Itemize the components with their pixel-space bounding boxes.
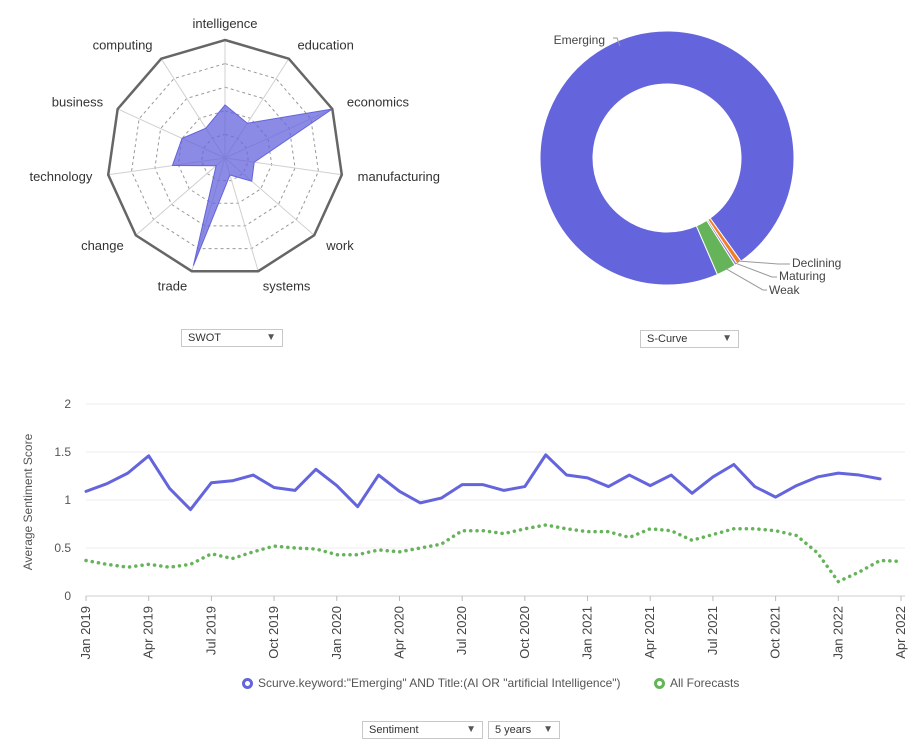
donut-slice-weak[interactable] — [695, 219, 736, 276]
radar-axis-label: business — [52, 94, 104, 109]
donut-label-connector — [613, 37, 621, 47]
y-tick-label: 1 — [64, 493, 71, 507]
x-tick-label: Jul 2020 — [454, 606, 469, 655]
x-tick-label: Jan 2020 — [329, 606, 344, 660]
legend-series-1[interactable]: Scurve.keyword:"Emerging" AND Title:(AI … — [242, 676, 621, 690]
radar-axis-label: work — [325, 238, 354, 253]
donut-label-connector — [734, 262, 777, 278]
x-tick-label: Jul 2019 — [203, 606, 218, 655]
radar-axis-label: education — [297, 37, 353, 52]
x-axis-ticks: Jan 2019 Apr 2019 Jul 2019 Oct 2019 Jan 2020… — [78, 596, 908, 660]
x-tick-label: Apr 2020 — [391, 606, 406, 659]
radar-axis-label: trade — [158, 279, 188, 294]
line-chart: 0 0.5 1 1.5 2 Average Sentiment Score Jan 20… — [21, 397, 908, 660]
radar-spoke — [135, 157, 226, 236]
donut-type-select[interactable]: S-Curve ▼ — [640, 330, 739, 348]
line-series — [84, 453, 903, 584]
radar-axis-label: change — [81, 238, 124, 253]
donut-label-connector — [725, 268, 767, 291]
donut-label-maturing: Maturing — [779, 269, 826, 283]
line-grid: 0 0.5 1 1.5 2 — [54, 397, 905, 603]
legend-series-2-label: All Forecasts — [670, 676, 740, 690]
radar-outer-ring — [106, 38, 344, 273]
chevron-down-icon: ▼ — [266, 332, 276, 343]
radar-axis-label: systems — [263, 279, 311, 294]
metric-select[interactable]: Sentiment ▼ — [362, 721, 483, 739]
x-tick-label: Apr 2021 — [642, 606, 657, 659]
range-select-value: 5 years — [495, 724, 532, 736]
donut-slice-emerging[interactable] — [539, 30, 795, 286]
radar-grid-ring — [131, 63, 319, 250]
x-tick-label: Jul 2021 — [705, 606, 720, 655]
donut-label-declining: Declining — [792, 256, 841, 270]
x-tick-label: Oct 2019 — [266, 606, 281, 659]
x-tick-label: Jan 2021 — [580, 606, 595, 660]
legend-series-2[interactable]: All Forecasts — [654, 676, 739, 690]
donut-slices — [539, 30, 795, 286]
x-tick-label: Oct 2021 — [768, 606, 783, 659]
chevron-down-icon: ▼ — [466, 724, 476, 735]
x-tick-label: Oct 2020 — [517, 606, 532, 659]
radar-chart: intelligence education economics manufactur… — [29, 16, 440, 294]
metric-select-value: Sentiment — [369, 724, 419, 736]
radar-axis-label: computing — [93, 37, 153, 52]
chevron-down-icon: ▼ — [722, 333, 732, 344]
donut-label-weak: Weak — [769, 283, 800, 297]
range-select[interactable]: 5 years ▼ — [488, 721, 560, 739]
x-tick-label: Jan 2022 — [830, 606, 845, 660]
radar-type-select-value: SWOT — [188, 332, 221, 344]
donut-label-connector — [737, 260, 790, 265]
y-tick-label: 1.5 — [54, 445, 71, 459]
x-tick-label: Apr 2022 — [893, 606, 908, 659]
donut-label-emerging: Emerging — [554, 33, 605, 47]
line-series-2[interactable] — [84, 523, 903, 584]
legend-series-1-marker — [242, 678, 253, 689]
radar-series-area[interactable] — [171, 104, 333, 266]
legend-series-2-marker — [654, 678, 665, 689]
radar-axis-labels: intelligence education economics manufactur… — [29, 16, 440, 294]
radar-axis-label: technology — [29, 169, 92, 184]
donut-type-select-value: S-Curve — [647, 333, 688, 345]
radar-type-select[interactable]: SWOT ▼ — [181, 329, 283, 347]
x-tick-label: Jan 2019 — [78, 606, 93, 660]
radar-axis-label: intelligence — [192, 16, 257, 31]
y-tick-label: 0 — [64, 589, 71, 603]
radar-axis-label: economics — [347, 94, 410, 109]
radar-axis-label: manufacturing — [358, 169, 440, 184]
y-tick-label: 2 — [64, 397, 71, 411]
x-tick-label: Apr 2019 — [141, 606, 156, 659]
y-axis-label: Average Sentiment Score — [21, 433, 35, 570]
legend-series-1-label: Scurve.keyword:"Emerging" AND Title:(AI … — [258, 676, 621, 690]
y-tick-label: 0.5 — [54, 541, 71, 555]
line-series-1[interactable] — [84, 453, 882, 512]
radar-spoke — [224, 157, 259, 272]
chevron-down-icon: ▼ — [543, 724, 553, 735]
